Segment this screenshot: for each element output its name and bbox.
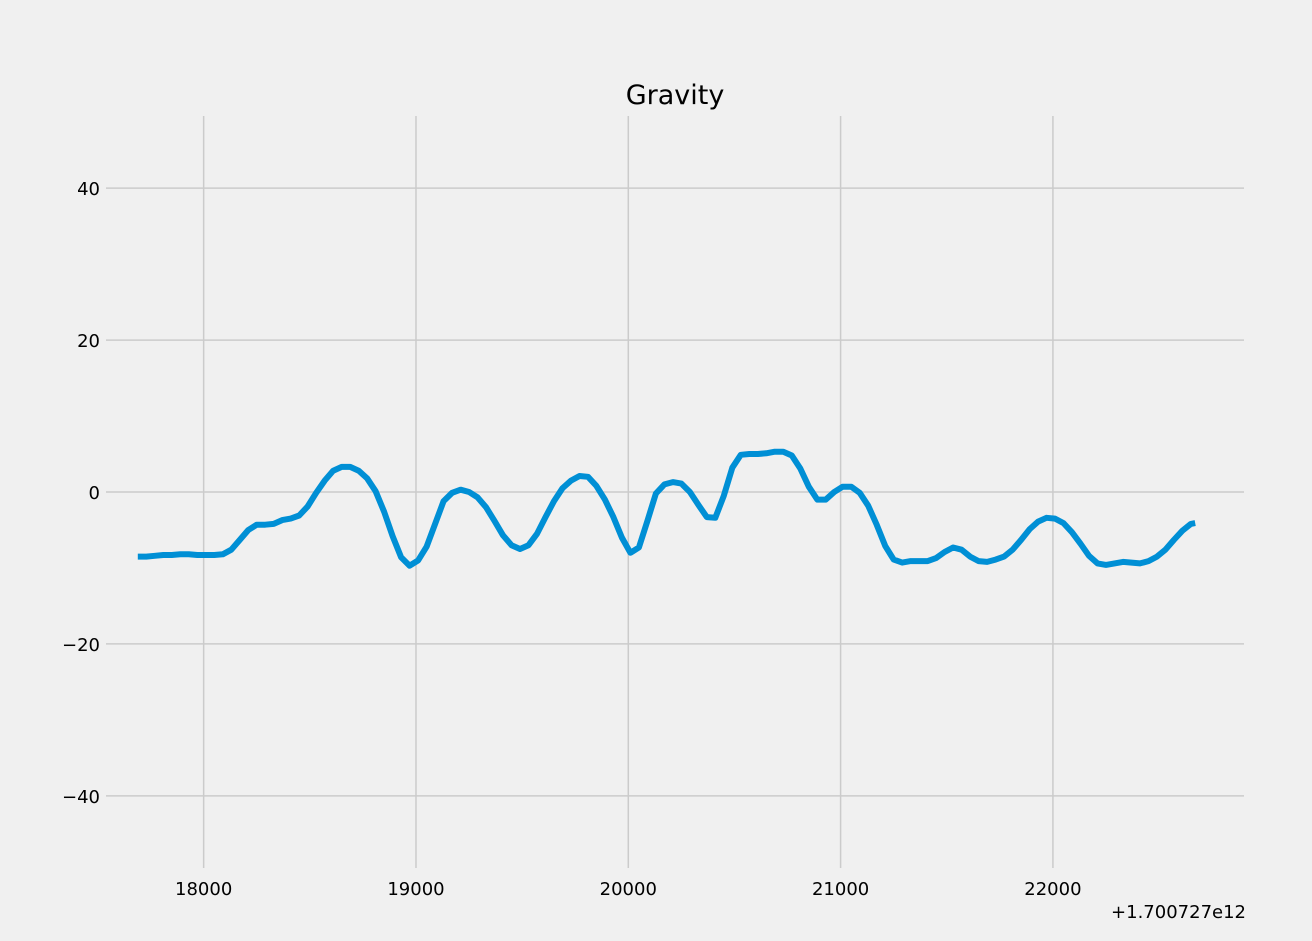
y-tick-label: 0 [89,483,100,504]
gravity-series-line [137,448,1196,569]
x-tick-label: 19000 [387,879,444,900]
y-tick-label: −20 [62,635,100,656]
x-tick-label: 21000 [812,879,869,900]
chart-title: Gravity [626,80,725,111]
x-tick-label: 22000 [1024,879,1081,900]
x-tick-label: 18000 [175,879,232,900]
tick-labels: 40 20 0 −20 −40 18000 19000 20000 21000 22000 [62,179,1082,900]
y-tick-label: 40 [77,179,100,200]
grid [106,116,1244,868]
y-tick-label: −40 [62,787,100,808]
x-offset-label: +1.700727e12 [1111,902,1246,923]
series-layer [137,448,1196,569]
y-tick-label: 20 [77,331,100,352]
x-tick-label: 20000 [600,879,657,900]
